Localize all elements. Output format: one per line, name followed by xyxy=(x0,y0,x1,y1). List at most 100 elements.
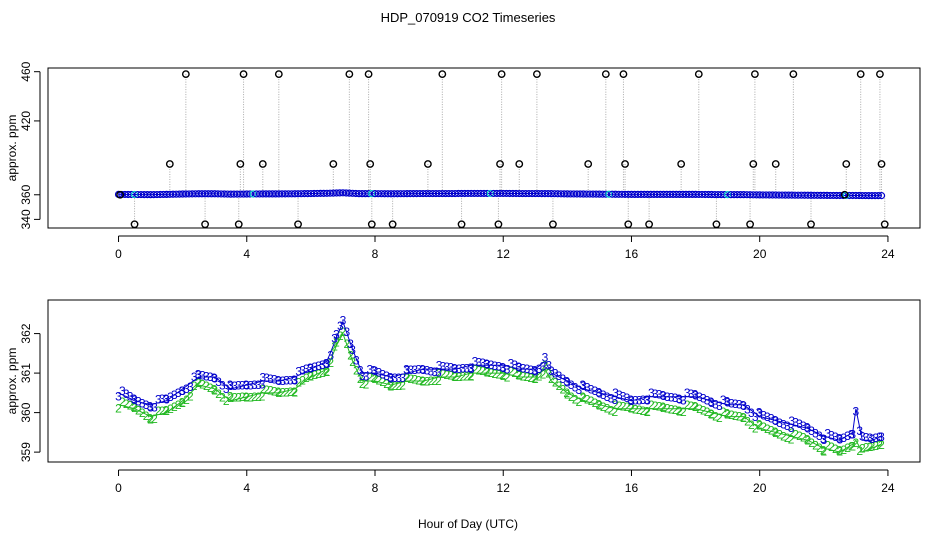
bottom-series-2-marker: 2 xyxy=(511,366,518,380)
bottom-series-2-marker: 2 xyxy=(292,385,299,399)
bottom-series-2-marker: 2 xyxy=(696,402,703,416)
bottom-series-3-marker: 3 xyxy=(600,388,607,402)
bottom-series-2-marker: 2 xyxy=(508,364,515,378)
bottom-series-2-marker: 2 xyxy=(323,365,330,379)
top-outlier-point xyxy=(165,160,174,168)
bottom-series-3-marker: 3 xyxy=(828,428,835,442)
bottom-series-3-marker: 3 xyxy=(832,430,839,444)
bottom-series-2-marker: 2 xyxy=(195,376,202,390)
bottom-series-2-marker: 2 xyxy=(748,418,755,432)
bottom-series-3-marker: 3 xyxy=(560,372,567,386)
bottom-series-3-marker: 3 xyxy=(131,393,138,407)
bottom-series-3-marker: 3 xyxy=(255,378,262,392)
bottom-series-2-marker: 2 xyxy=(179,396,186,410)
bottom-series-3-marker: 3 xyxy=(652,387,659,401)
bottom-series-3-marker: 3 xyxy=(155,392,162,406)
top-x-tick-label: 20 xyxy=(753,247,767,261)
bottom-series-3-marker: 3 xyxy=(552,367,559,381)
bottom-series-3-marker: 3 xyxy=(848,428,855,442)
bottom-series-3-marker: 3 xyxy=(504,363,511,377)
bottom-series-3-marker: 3 xyxy=(756,407,763,421)
top-x-tick-label: 12 xyxy=(497,247,511,261)
bottom-series-3-marker: 3 xyxy=(612,386,619,400)
bottom-series-3-marker: 3 xyxy=(568,378,575,392)
bottom-series-2-marker: 2 xyxy=(459,370,466,384)
bottom-x-axis: 0 4 8 12 16 20 24 xyxy=(115,469,895,495)
bottom-series-3-marker: 3 xyxy=(636,393,643,407)
bottom-series-3-marker: 3 xyxy=(163,392,170,406)
top-outlier-point xyxy=(201,220,209,229)
bottom-series-3-marker: 3 xyxy=(227,379,234,393)
bottom-series-3-marker: 3 xyxy=(542,351,549,365)
bottom-series-3-marker: 3 xyxy=(632,394,639,408)
bottom-series-3-marker: 3 xyxy=(331,332,338,346)
bottom-series-3-marker: 3 xyxy=(291,373,298,387)
bottom-series-3-marker: 3 xyxy=(500,361,507,375)
bottom-series-2-marker: 2 xyxy=(620,400,627,414)
bottom-series-2-marker: 2 xyxy=(499,368,506,382)
bottom-series-3-marker: 3 xyxy=(545,359,552,373)
bottom-series-3-marker: 3 xyxy=(303,362,310,376)
bottom-series-3-marker: 3 xyxy=(383,369,390,383)
bottom-series-2-marker: 2 xyxy=(780,429,787,443)
bottom-series-2-marker: 2 xyxy=(255,390,262,404)
bottom-series-3-marker: 3 xyxy=(740,398,747,412)
bottom-series-2-line xyxy=(118,332,882,453)
bottom-series-3-marker: 3 xyxy=(287,373,294,387)
top-outlier-point xyxy=(497,70,506,79)
bottom-series-2-marker: 2 xyxy=(816,441,823,455)
bottom-series-2-marker: 2 xyxy=(627,401,634,415)
bottom-series-2-marker: 2 xyxy=(259,390,266,404)
bottom-series-2-marker: 2 xyxy=(463,369,470,383)
bottom-series-3-marker: 3 xyxy=(672,391,679,405)
bottom-series-2-marker: 2 xyxy=(527,371,534,385)
bottom-series-2-marker: 2 xyxy=(340,325,347,339)
top-outlier-point xyxy=(274,70,283,79)
bottom-series-3-marker: 3 xyxy=(736,398,743,412)
bottom-series-3-marker: 3 xyxy=(859,430,866,444)
bottom-series-2-marker: 2 xyxy=(275,385,282,399)
bottom-series-3-marker: 3 xyxy=(403,363,410,377)
bottom-series-2-marker: 2 xyxy=(163,404,170,418)
bottom-series-2-marker: 2 xyxy=(235,390,242,404)
bottom-series-3-marker: 3 xyxy=(484,357,491,371)
top-outlier-point xyxy=(601,70,610,79)
bottom-series-3-marker: 3 xyxy=(359,369,366,383)
bottom-series-3-marker: 3 xyxy=(524,362,531,376)
bottom-series-2-marker: 2 xyxy=(295,376,302,390)
bottom-series-2-marker: 2 xyxy=(359,377,366,391)
top-outlier-point xyxy=(856,70,865,79)
bottom-series-2-marker: 2 xyxy=(319,366,326,380)
bottom-series-2-marker: 2 xyxy=(859,442,866,456)
bottom-series-3-marker: 3 xyxy=(563,374,570,388)
bottom-series-2-marker: 2 xyxy=(869,440,876,454)
bottom-series-2-marker: 2 xyxy=(247,390,254,404)
bottom-series-2-marker: 2 xyxy=(179,396,186,410)
bottom-series-3-marker: 3 xyxy=(684,386,691,400)
bottom-series-2-marker: 2 xyxy=(668,402,675,416)
bottom-y-tick-label: 361 xyxy=(19,363,33,383)
top-outlier-point xyxy=(496,160,504,168)
bottom-series-2-marker: 2 xyxy=(612,398,619,412)
bottom-series-3-marker: 3 xyxy=(708,395,715,409)
top-outlier-point xyxy=(438,70,447,79)
bottom-series-3-marker: 3 xyxy=(123,387,130,401)
bottom-series-3-marker: 3 xyxy=(816,429,823,443)
bottom-y-tick-label: 359 xyxy=(19,442,33,462)
bottom-series-2-marker: 2 xyxy=(370,371,377,385)
bottom-series-2-marker: 2 xyxy=(495,368,502,382)
bottom-series-3-marker: 3 xyxy=(472,355,479,369)
bottom-series-3-marker: 3 xyxy=(796,417,803,431)
bottom-series-2-marker: 2 xyxy=(372,372,379,386)
bottom-series-2-marker: 2 xyxy=(680,405,687,419)
bottom-series-3-marker: 3 xyxy=(692,388,699,402)
bottom-series-lines xyxy=(118,320,882,453)
bottom-series-3-marker: 3 xyxy=(627,393,634,407)
bottom-series-2-marker: 2 xyxy=(357,372,364,386)
bottom-series-2-marker: 2 xyxy=(403,371,410,385)
bottom-series-3-marker: 3 xyxy=(319,358,326,372)
bottom-series-3-marker: 3 xyxy=(147,401,154,415)
bottom-series-2-marker: 2 xyxy=(492,367,499,381)
bottom-series-2-marker: 2 xyxy=(878,438,885,452)
bottom-series-3-marker: 3 xyxy=(459,362,466,376)
